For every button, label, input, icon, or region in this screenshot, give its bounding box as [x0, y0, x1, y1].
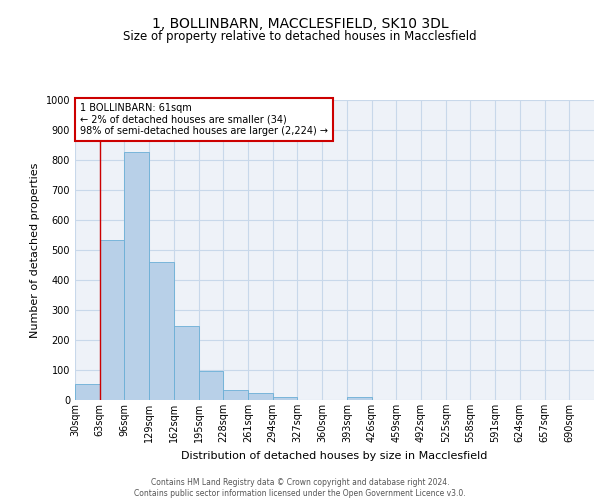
Bar — [124, 152, 149, 400]
Bar — [100, 240, 124, 400]
Bar — [199, 370, 223, 400]
X-axis label: Distribution of detached houses by size in Macclesfield: Distribution of detached houses by size … — [181, 450, 488, 460]
Bar — [174, 326, 199, 400]
Text: 1, BOLLINBARN, MACCLESFIELD, SK10 3DL: 1, BOLLINBARN, MACCLESFIELD, SK10 3DL — [152, 18, 448, 32]
Bar — [273, 396, 298, 400]
Text: Size of property relative to detached houses in Macclesfield: Size of property relative to detached ho… — [123, 30, 477, 43]
Bar — [223, 390, 248, 400]
Y-axis label: Number of detached properties: Number of detached properties — [30, 162, 40, 338]
Bar — [347, 397, 371, 400]
Text: Contains HM Land Registry data © Crown copyright and database right 2024.
Contai: Contains HM Land Registry data © Crown c… — [134, 478, 466, 498]
Text: 1 BOLLINBARN: 61sqm
← 2% of detached houses are smaller (34)
98% of semi-detache: 1 BOLLINBARN: 61sqm ← 2% of detached hou… — [80, 103, 328, 136]
Bar — [248, 394, 273, 400]
Bar — [75, 384, 100, 400]
Bar — [149, 262, 174, 400]
